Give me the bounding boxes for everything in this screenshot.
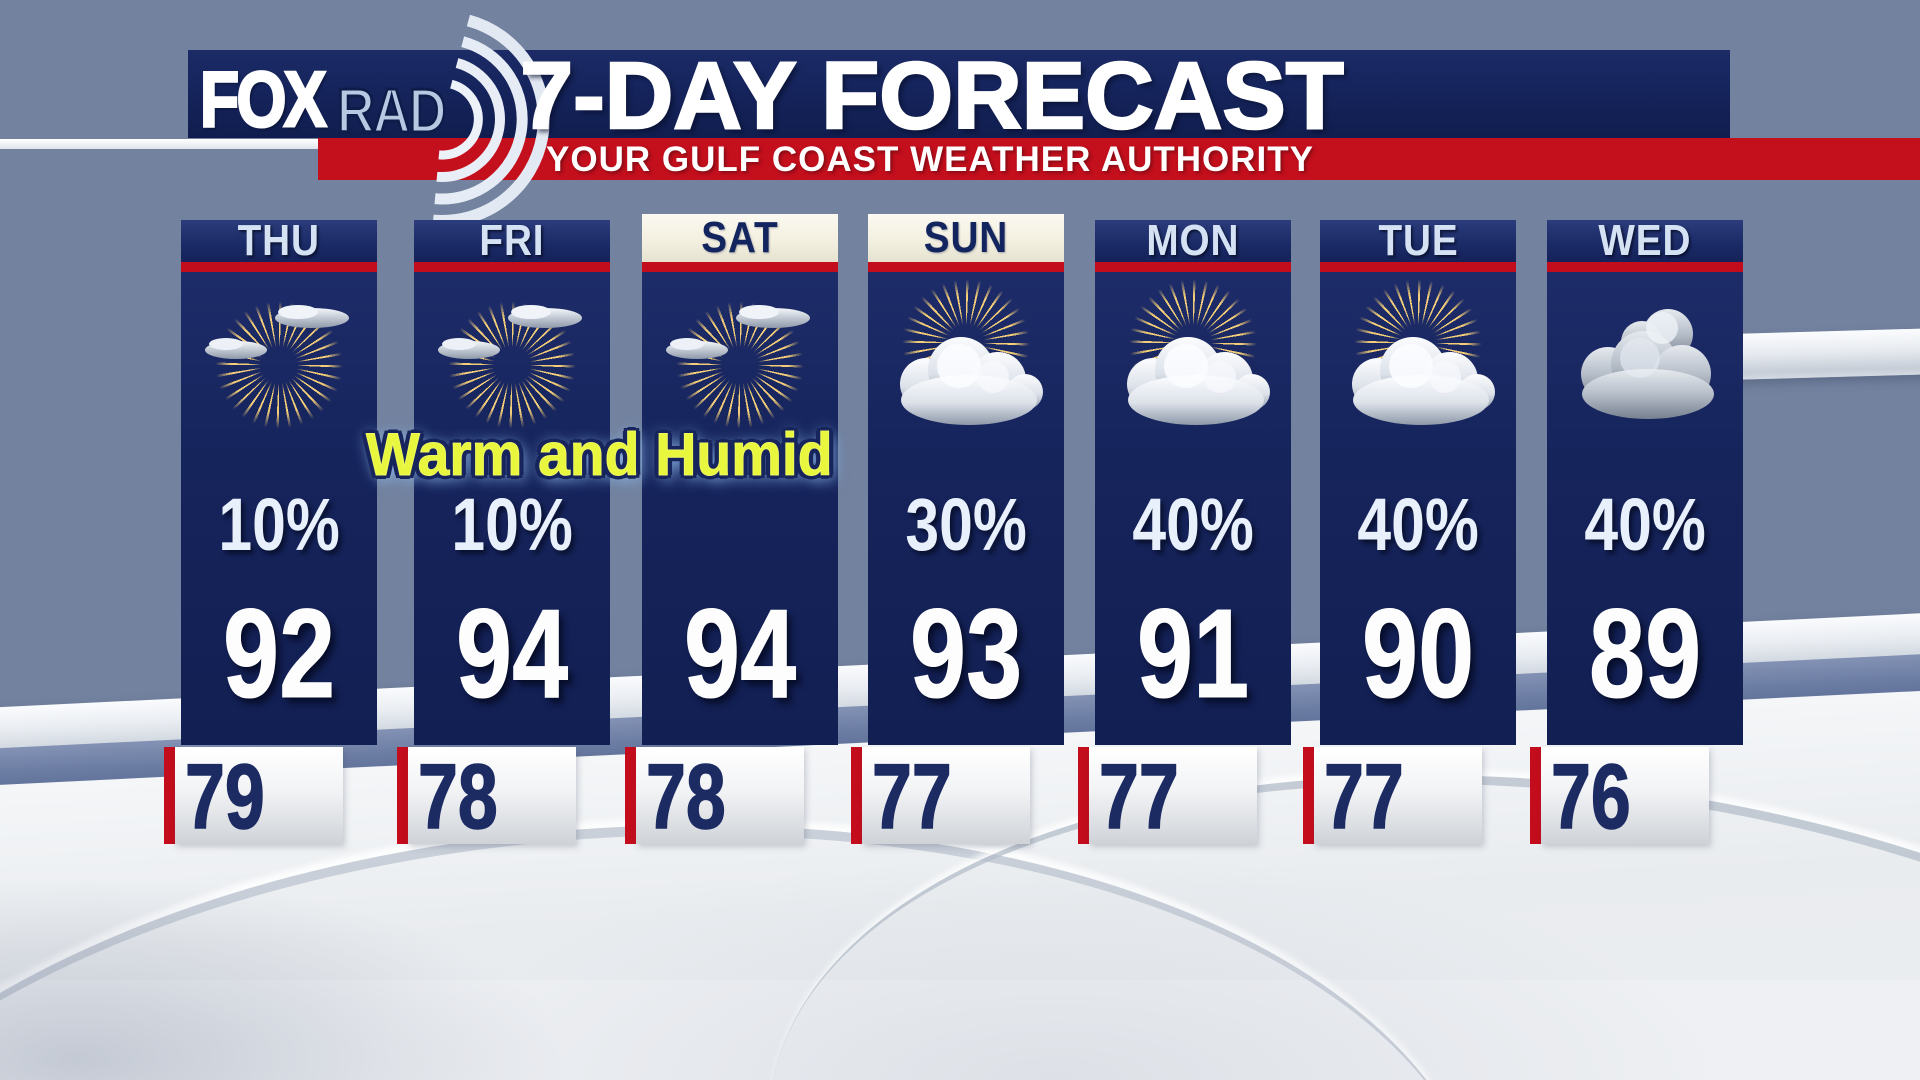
- annotation-warm-humid: Warm and Humid: [366, 421, 834, 489]
- day-label-header: WED: [1547, 216, 1743, 265]
- low-temp-red-stripe: [851, 747, 862, 844]
- forecast-day-column: SUN: [851, 214, 1064, 848]
- cloud-icon: [900, 337, 1043, 425]
- day-label: TUE: [1377, 216, 1459, 265]
- high-temp: 94: [455, 583, 569, 724]
- precip-chance: 40%: [1584, 483, 1706, 566]
- weather-icon: [645, 280, 835, 450]
- low-temp: 77: [1098, 746, 1179, 848]
- low-temp-box: 79: [175, 746, 343, 848]
- page-title: 7-DAY FORECAST: [519, 43, 1345, 149]
- low-temp-red-stripe: [1530, 747, 1541, 844]
- day-header-red-stripe: [1547, 262, 1743, 272]
- sun-rays-icon: [655, 280, 825, 450]
- low-temp-red-stripe: [164, 747, 175, 844]
- precip-chance: [642, 490, 838, 560]
- forecast-day-column: SAT: [625, 214, 838, 848]
- day-label: THU: [237, 216, 321, 265]
- day-label: WED: [1598, 216, 1692, 265]
- weather-icon: [871, 258, 1061, 442]
- small-clouds-icon: [438, 305, 582, 359]
- low-temp: 78: [645, 746, 726, 848]
- logo-rad-text: RAD: [336, 76, 448, 148]
- forecast-day-column: TUE: [1303, 214, 1516, 848]
- day-column-body: 40% 91: [1095, 258, 1291, 745]
- day-column-body: 40% 89: [1547, 272, 1743, 745]
- forecast-day-column: MON: [1078, 214, 1291, 848]
- low-temp: 77: [1323, 746, 1404, 848]
- low-temp: 77: [871, 746, 952, 848]
- precip-chance: 10%: [451, 483, 573, 566]
- header-bar: FOX RAD 7-DAY FORECAST: [188, 14, 1730, 227]
- day-label-header: SUN: [868, 214, 1064, 262]
- precip-chance: 10%: [218, 483, 340, 566]
- day-column-body: 30% 93: [868, 258, 1064, 745]
- day-column-body: 40% 90: [1320, 258, 1516, 745]
- gray-cloud-icon: [1581, 309, 1714, 419]
- weather-icon: [1323, 258, 1513, 442]
- low-temp-red-stripe: [1078, 747, 1089, 844]
- low-temp: 79: [184, 746, 265, 848]
- day-label: FRI: [479, 216, 545, 265]
- day-column-body: 94: [642, 272, 838, 745]
- day-label-header: SAT: [642, 214, 838, 262]
- day-label-header: FRI: [414, 216, 610, 265]
- small-clouds-icon: [666, 305, 810, 359]
- precip-chance: 40%: [1357, 483, 1479, 566]
- foxrad-logo: FOX RAD: [199, 14, 550, 227]
- header-tagline-banner: YOUR GULF COAST WEATHER AUTHORITY: [318, 138, 1920, 180]
- day-header-red-stripe: [181, 262, 377, 272]
- low-temp-box: 78: [636, 746, 804, 848]
- forecast-day-column: FRI: [397, 214, 610, 848]
- forecast-day-column: WED: [1530, 214, 1743, 848]
- tagline-text: YOUR GULF COAST WEATHER AUTHORITY: [546, 140, 1314, 179]
- forecast-day-column: THU: [164, 214, 377, 848]
- day-label-header: THU: [181, 216, 377, 265]
- high-temp: 89: [1588, 583, 1702, 724]
- day-column-body: 10% 94: [414, 272, 610, 745]
- cloud-icon: [1352, 337, 1495, 425]
- sun-rays-icon: [194, 280, 364, 450]
- weather-icon: [1550, 282, 1740, 442]
- high-temp: 90: [1361, 583, 1475, 724]
- low-temp: 76: [1550, 746, 1631, 848]
- small-clouds-icon: [205, 305, 349, 359]
- low-temp: 78: [417, 746, 498, 848]
- high-temp: 91: [1136, 583, 1250, 724]
- low-temp-box: 77: [1089, 746, 1257, 848]
- low-temp-box: 77: [862, 746, 1030, 848]
- logo-fox-text: FOX: [199, 54, 328, 145]
- weather-icon: [184, 280, 374, 450]
- day-column-body: 10% 92: [181, 272, 377, 745]
- low-temp-box: 76: [1541, 746, 1709, 848]
- radar-arcs-icon: [432, 14, 550, 227]
- low-temp-red-stripe: [397, 747, 408, 844]
- day-label: SAT: [701, 213, 779, 262]
- low-temp-red-stripe: [1303, 747, 1314, 844]
- day-header-red-stripe: [414, 262, 610, 272]
- precip-chance: 30%: [905, 483, 1027, 566]
- cloud-icon: [1127, 337, 1270, 425]
- high-temp: 94: [683, 583, 797, 724]
- header-white-stripe: [0, 139, 318, 149]
- high-temp: 92: [222, 583, 336, 724]
- day-label: SUN: [923, 213, 1009, 262]
- high-temp: 93: [909, 583, 1023, 724]
- studio-upper-rail: [1725, 327, 1920, 381]
- weather-icon: [417, 280, 607, 450]
- precip-chance: 40%: [1132, 483, 1254, 566]
- studio-floor-fill: [0, 980, 1920, 1080]
- sun-rays-icon: [427, 280, 597, 450]
- low-temp-red-stripe: [625, 747, 636, 844]
- day-label-header: MON: [1095, 216, 1291, 265]
- day-label-header: TUE: [1320, 216, 1516, 265]
- low-temp-box: 77: [1314, 746, 1482, 848]
- day-label: MON: [1146, 216, 1240, 265]
- weather-icon: [1098, 258, 1288, 442]
- day-header-red-stripe: [642, 262, 838, 272]
- low-temp-box: 78: [408, 746, 576, 848]
